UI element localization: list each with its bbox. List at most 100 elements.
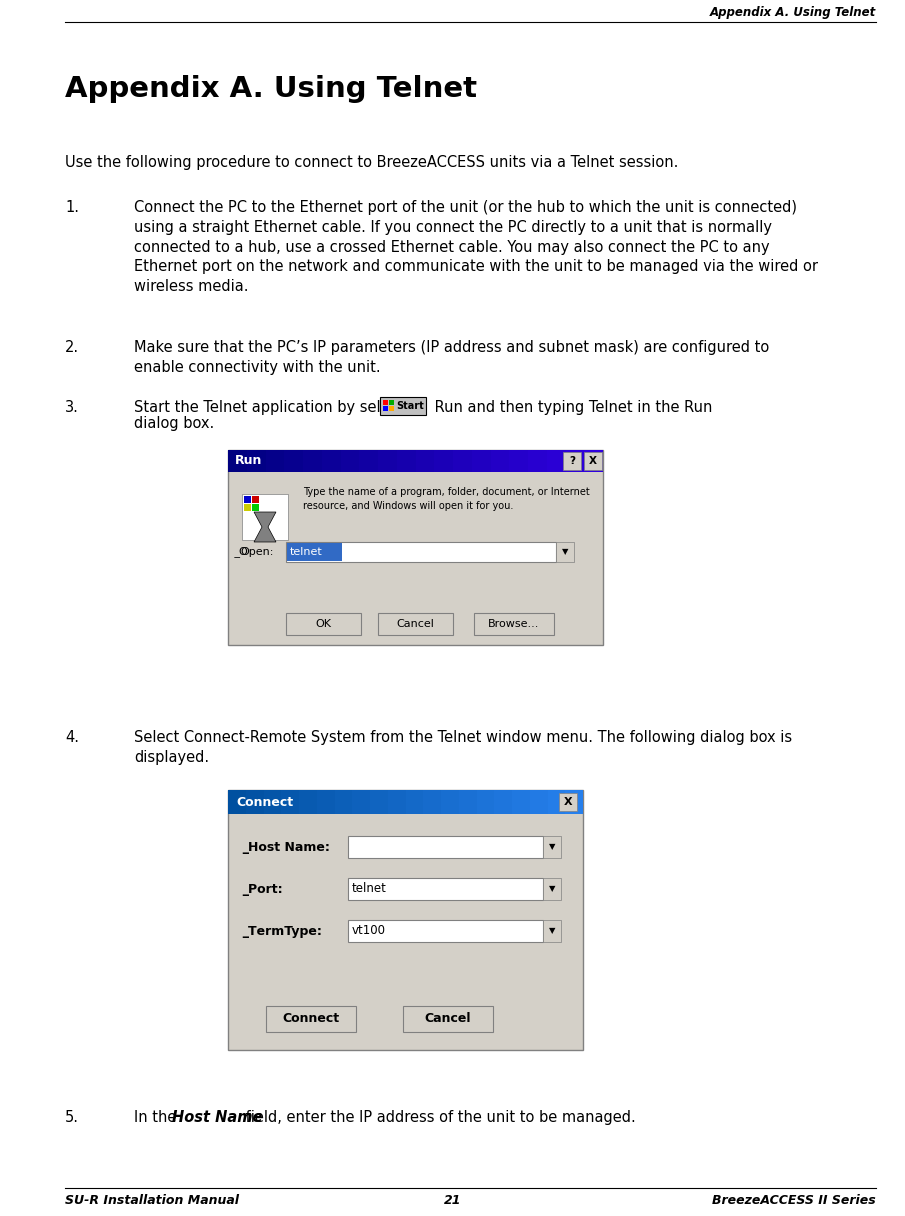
Text: ̲O: ̲O <box>240 546 249 557</box>
Text: Connect: Connect <box>236 795 293 809</box>
Bar <box>247 450 265 472</box>
Text: Start the Telnet application by selecting: Start the Telnet application by selectin… <box>134 400 431 415</box>
Bar <box>566 790 583 814</box>
Bar <box>286 613 361 635</box>
Text: Select Connect-Remote System from the Telnet window menu. The following dialog b: Select Connect-Remote System from the Te… <box>134 730 792 765</box>
Text: ▼: ▼ <box>548 927 556 935</box>
Text: Appendix A. Using Telnet: Appendix A. Using Telnet <box>65 75 477 103</box>
Text: Connect the PC to the Ethernet port of the unit (or the hub to which the unit is: Connect the PC to the Ethernet port of t… <box>134 199 818 294</box>
Text: SU-R Installation Manual: SU-R Installation Manual <box>65 1194 239 1207</box>
Bar <box>244 496 251 503</box>
Bar <box>548 790 566 814</box>
Text: Cancel: Cancel <box>396 619 434 629</box>
Bar <box>348 878 543 900</box>
Bar <box>378 613 453 635</box>
Text: OK: OK <box>316 619 331 629</box>
Text: 4.: 4. <box>65 730 79 745</box>
Text: Type the name of a program, folder, document, or Internet: Type the name of a program, folder, docu… <box>303 486 590 497</box>
Bar <box>252 496 259 503</box>
Bar <box>340 450 359 472</box>
Bar <box>240 492 290 542</box>
Bar <box>322 450 340 472</box>
Text: Run: Run <box>235 455 262 467</box>
Bar <box>547 450 566 472</box>
Text: Open:: Open: <box>240 547 273 557</box>
Bar <box>477 790 494 814</box>
Bar <box>380 396 426 415</box>
Bar <box>491 450 510 472</box>
Text: ▼: ▼ <box>548 843 556 851</box>
Bar <box>415 450 434 472</box>
Bar <box>584 452 602 471</box>
Bar <box>441 790 459 814</box>
Text: Cancel: Cancel <box>424 1013 472 1025</box>
Text: 1.: 1. <box>65 199 79 215</box>
Text: In the: In the <box>134 1110 181 1125</box>
Bar <box>348 921 543 942</box>
Bar <box>284 450 303 472</box>
Bar <box>387 790 405 814</box>
Bar <box>383 406 388 411</box>
Text: ?: ? <box>569 456 575 466</box>
Bar <box>228 790 583 1049</box>
Text: Browse...: Browse... <box>489 619 539 629</box>
Bar <box>543 837 561 858</box>
Text: ̲H​ost Name:: ̲H​ost Name: <box>248 840 330 854</box>
Bar <box>529 790 548 814</box>
Bar <box>405 790 424 814</box>
Text: Run and then typing Telnet in the Run: Run and then typing Telnet in the Run <box>430 400 712 415</box>
Bar <box>510 450 528 472</box>
Bar <box>563 452 581 471</box>
Text: 2.: 2. <box>65 340 80 355</box>
Text: Start: Start <box>396 401 424 411</box>
Bar <box>389 400 394 405</box>
Bar <box>228 450 247 472</box>
Bar <box>543 878 561 900</box>
Text: ̲T​ermType:: ̲T​ermType: <box>248 924 322 938</box>
Bar <box>359 450 378 472</box>
Text: BreezeACCESS II Series: BreezeACCESS II Series <box>712 1194 876 1207</box>
Bar <box>556 542 574 562</box>
Bar <box>265 450 284 472</box>
Bar <box>403 1006 493 1032</box>
Bar <box>287 544 342 561</box>
Bar <box>453 450 472 472</box>
Bar <box>281 790 299 814</box>
Bar <box>528 450 547 472</box>
Text: 21: 21 <box>443 1194 462 1207</box>
Bar <box>474 613 554 635</box>
Text: vt100: vt100 <box>352 924 386 938</box>
Text: field, enter the IP address of the unit to be managed.: field, enter the IP address of the unit … <box>241 1110 635 1125</box>
Bar <box>263 790 281 814</box>
Bar <box>383 400 388 405</box>
Bar <box>252 503 259 511</box>
Text: ▼: ▼ <box>548 884 556 894</box>
Bar <box>244 503 251 511</box>
Text: telnet: telnet <box>290 547 323 557</box>
Bar <box>246 790 263 814</box>
Text: dialog box.: dialog box. <box>134 416 214 430</box>
Text: telnet: telnet <box>352 883 386 895</box>
Bar <box>242 494 288 540</box>
Text: X: X <box>589 456 597 466</box>
Text: 5.: 5. <box>65 1110 79 1125</box>
Bar <box>434 450 453 472</box>
Text: resource, and Windows will open it for you.: resource, and Windows will open it for y… <box>303 501 513 511</box>
Text: Connect: Connect <box>282 1013 339 1025</box>
Bar <box>370 790 387 814</box>
Bar <box>378 450 396 472</box>
Bar <box>389 406 394 411</box>
Bar <box>228 450 603 644</box>
Bar <box>472 450 491 472</box>
Bar <box>352 790 370 814</box>
Text: Host Name: Host Name <box>172 1110 262 1125</box>
Bar <box>559 793 577 811</box>
Bar <box>228 790 246 814</box>
Bar <box>286 542 556 562</box>
Bar <box>494 790 512 814</box>
Polygon shape <box>254 512 276 542</box>
Bar <box>512 790 529 814</box>
Bar <box>543 921 561 942</box>
Bar <box>299 790 317 814</box>
Text: Make sure that the PC’s IP parameters (IP address and subnet mask) are configure: Make sure that the PC’s IP parameters (I… <box>134 340 769 375</box>
